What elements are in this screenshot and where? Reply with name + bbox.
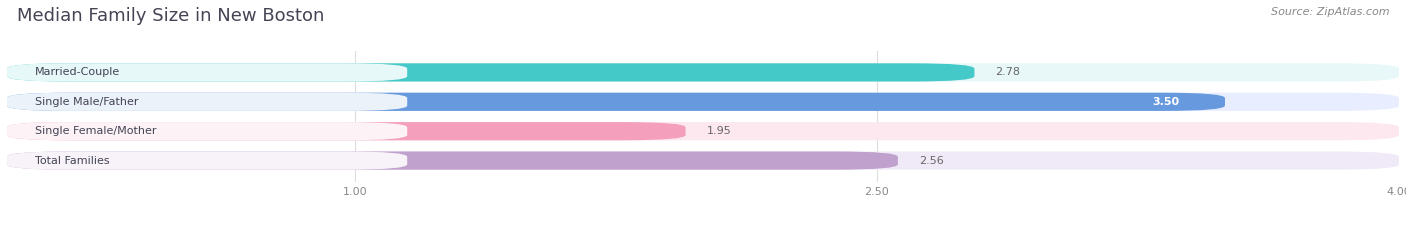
FancyBboxPatch shape — [1114, 94, 1218, 110]
Text: 2.78: 2.78 — [995, 67, 1021, 77]
Text: 1.95: 1.95 — [706, 126, 731, 136]
FancyBboxPatch shape — [7, 122, 1399, 140]
Text: Total Families: Total Families — [35, 156, 110, 166]
Text: Single Female/Mother: Single Female/Mother — [35, 126, 156, 136]
FancyBboxPatch shape — [7, 151, 1399, 170]
Text: 2.56: 2.56 — [918, 156, 943, 166]
Text: Single Male/Father: Single Male/Father — [35, 97, 138, 107]
FancyBboxPatch shape — [7, 93, 1225, 111]
FancyBboxPatch shape — [7, 122, 408, 140]
Text: 3.50: 3.50 — [1153, 97, 1180, 107]
FancyBboxPatch shape — [7, 63, 1399, 82]
Text: Married-Couple: Married-Couple — [35, 67, 120, 77]
FancyBboxPatch shape — [7, 151, 408, 170]
FancyBboxPatch shape — [7, 93, 1399, 111]
FancyBboxPatch shape — [7, 63, 408, 82]
Text: Median Family Size in New Boston: Median Family Size in New Boston — [17, 7, 325, 25]
Text: Source: ZipAtlas.com: Source: ZipAtlas.com — [1271, 7, 1389, 17]
FancyBboxPatch shape — [7, 151, 898, 170]
FancyBboxPatch shape — [7, 93, 408, 111]
FancyBboxPatch shape — [7, 63, 974, 82]
FancyBboxPatch shape — [7, 122, 686, 140]
